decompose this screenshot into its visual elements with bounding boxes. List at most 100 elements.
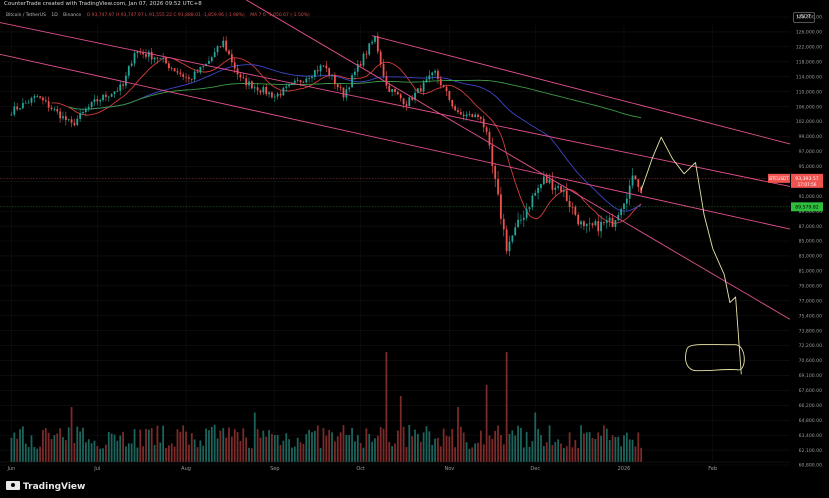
volume-bar xyxy=(542,445,545,462)
candle xyxy=(156,57,159,59)
volume-bar xyxy=(44,428,47,462)
volume-bar xyxy=(554,441,557,462)
candle xyxy=(116,90,119,92)
candle xyxy=(611,217,614,228)
volume-bar xyxy=(285,433,288,462)
candle xyxy=(422,82,425,92)
candle xyxy=(105,94,107,97)
candle xyxy=(242,77,245,79)
candle xyxy=(479,116,482,119)
volume-bar xyxy=(188,444,190,462)
trendlines[interactable] xyxy=(0,0,791,320)
volume-bar xyxy=(225,437,228,462)
candle xyxy=(90,101,93,108)
price-tick-label: 95,000.00 xyxy=(799,164,822,170)
price-axis-bg xyxy=(790,0,829,470)
volume-bar xyxy=(608,440,611,462)
moving-average-line xyxy=(51,57,642,224)
volume-bar xyxy=(291,447,293,462)
candle xyxy=(165,58,167,64)
volume-bar xyxy=(594,438,597,462)
tradingview-logo[interactable]: TradingView xyxy=(6,481,85,492)
volume-bar xyxy=(603,425,605,462)
volume-bar xyxy=(288,439,290,462)
candle xyxy=(462,114,465,117)
volume-bar xyxy=(279,444,282,462)
currency-button[interactable]: USDT xyxy=(793,12,815,23)
candle xyxy=(417,88,419,93)
volume-bar xyxy=(70,407,73,462)
price-tick-label: 70,600.00 xyxy=(799,358,822,364)
candle xyxy=(259,90,262,93)
candle xyxy=(311,76,313,79)
volume-bars xyxy=(10,352,643,462)
volume-bar xyxy=(59,428,61,462)
volume-bar xyxy=(122,431,124,462)
volume-bar xyxy=(216,438,219,462)
volume-bar xyxy=(82,427,84,462)
volume-bar xyxy=(79,431,82,462)
volume-bar xyxy=(634,446,637,462)
volume-bar xyxy=(236,432,239,462)
volume-bar xyxy=(253,412,256,462)
volume-bar xyxy=(42,429,44,462)
volume-bar xyxy=(497,425,499,462)
volume-bar xyxy=(182,425,185,462)
volume-bar xyxy=(30,435,33,462)
freehand-projection[interactable] xyxy=(640,136,745,375)
candle xyxy=(428,75,431,80)
volume-bar xyxy=(522,447,525,462)
volume-bar xyxy=(139,429,142,462)
volume-bar xyxy=(520,427,522,462)
volume-bar xyxy=(434,438,436,462)
volume-bar xyxy=(39,446,41,462)
candle xyxy=(542,176,545,185)
trendline xyxy=(245,0,791,320)
price-tick-label: 72,200.00 xyxy=(799,343,822,349)
candle xyxy=(557,186,560,188)
volume-bar xyxy=(451,428,454,462)
price-tag-label: 89,579.82 xyxy=(795,205,818,211)
volume-bar xyxy=(159,442,162,462)
volume-bar xyxy=(67,427,70,462)
volume-bar xyxy=(574,439,577,462)
candle xyxy=(408,97,411,107)
price-tick-label: 87,000.00 xyxy=(799,224,822,230)
price-tick-label: 83,000.00 xyxy=(799,254,822,260)
volume-bar xyxy=(417,433,419,462)
volume-bar xyxy=(422,432,425,462)
interval-label[interactable]: 1D xyxy=(51,13,58,18)
time-axis[interactable]: Jun Jul Aug Sep Oct Nov Dec 2026 Feb xyxy=(0,461,790,472)
candle xyxy=(342,87,345,98)
candle xyxy=(494,166,497,179)
candle xyxy=(477,114,479,117)
time-tick-label: Oct xyxy=(356,466,365,472)
price-tick-label: 66,200.00 xyxy=(799,403,822,409)
candle xyxy=(454,106,456,111)
trendline xyxy=(0,53,791,230)
volume-bar xyxy=(611,435,614,462)
candle xyxy=(153,57,156,60)
price-tick-label: 69,100.00 xyxy=(799,373,822,379)
candle xyxy=(33,96,36,98)
volume-bar xyxy=(250,448,253,462)
volume-bar xyxy=(396,430,399,462)
candle xyxy=(10,114,13,116)
candle xyxy=(248,81,250,86)
symbol-name[interactable]: Bitcoin / TetherUS xyxy=(6,13,46,18)
price-tick-label: 63,400.00 xyxy=(799,433,822,439)
candle xyxy=(308,78,311,79)
volume-bar xyxy=(302,443,305,462)
candle xyxy=(388,85,391,92)
volume-bar xyxy=(116,440,119,462)
volume-bar xyxy=(465,442,468,462)
candle xyxy=(262,86,265,93)
candle xyxy=(562,190,565,192)
price-axis[interactable]: 130,000.00 126,000.00 122,000.00 118,000.00… xyxy=(790,0,829,470)
candle xyxy=(13,106,16,115)
candle xyxy=(548,179,551,183)
candle xyxy=(213,52,216,58)
volume-bar xyxy=(568,432,571,462)
candle xyxy=(351,75,353,88)
